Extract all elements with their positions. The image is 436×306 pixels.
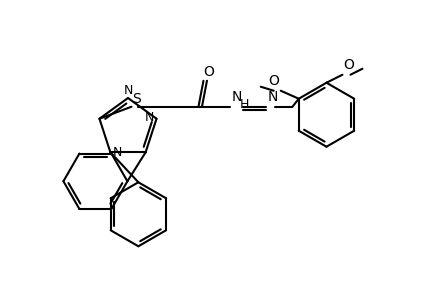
Text: N: N [267,90,278,104]
Text: O: O [203,65,214,79]
Text: H: H [239,98,249,111]
Text: O: O [268,74,279,88]
Text: S: S [133,92,141,106]
Text: N: N [145,111,154,124]
Text: N: N [232,90,242,104]
Text: N: N [112,146,122,159]
Text: O: O [344,58,354,72]
Text: N: N [123,84,133,96]
